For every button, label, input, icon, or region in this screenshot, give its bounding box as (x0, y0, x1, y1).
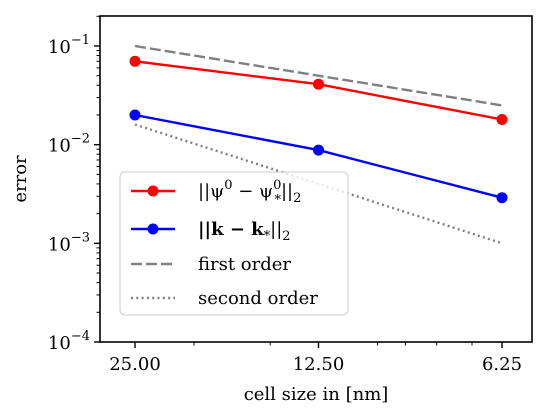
legend: ||ψ0 − ψ0 *||2 ||k − k*||2 first order secon… (119, 171, 349, 316)
series-line-3 (134, 123, 503, 245)
series-0-point-1 (313, 78, 324, 90)
y-axis-ticks: 10−1 10−2 10−3 10−4 (48, 15, 100, 354)
x-tick-label-2: 6.25 (482, 354, 522, 375)
legend-label-1: ||k − k*||2 (198, 219, 291, 244)
y-axis-label: error (10, 155, 31, 203)
plot-frame (99, 15, 533, 343)
y-tick-label-2: 10−3 (48, 230, 90, 255)
legend-label-3: second order (198, 288, 318, 309)
legend-label-2: first order (198, 254, 291, 275)
legend-marker-1 (147, 223, 159, 235)
x-tick-label-1: 12.50 (293, 354, 345, 375)
y-tick-label-0: 10−1 (48, 33, 90, 58)
x-axis-ticks: 25.00 12.50 6.25 (109, 342, 522, 375)
series-layer (129, 44, 508, 245)
series-1-point-1 (313, 144, 324, 156)
series-1-point-2 (496, 192, 508, 204)
legend-marker-0 (147, 185, 159, 197)
series-0-point-2 (496, 114, 508, 125)
y-tick-label-1: 10−2 (48, 132, 90, 157)
x-axis-label: cell size in [nm] (244, 384, 389, 405)
x-tick-label-0: 25.00 (109, 354, 161, 375)
legend-label-0: ||ψ0 − ψ0 *||2 (198, 178, 301, 208)
series-0-point-0 (129, 55, 141, 67)
series-1-point-0 (129, 109, 141, 121)
legend-box (119, 171, 349, 316)
series-line-2 (134, 44, 503, 107)
y-tick-label-3: 10−4 (48, 329, 90, 354)
